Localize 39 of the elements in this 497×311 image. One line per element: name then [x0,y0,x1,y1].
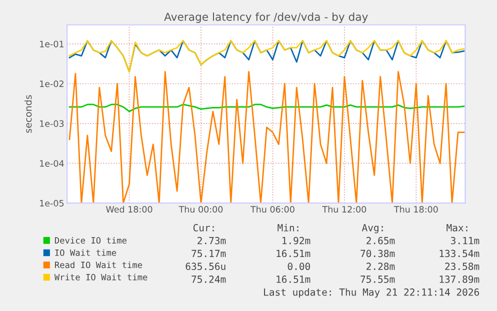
legend-label: IO Wait time [55,249,116,256]
y-axis-title: seconds [24,95,32,133]
x-tick-label: Thu 06:00 [250,206,294,213]
text: Last update: Thu May 21 22:11:14 2026 [264,288,479,298]
text: 1.92m [282,236,310,244]
text: 635.56u [186,262,226,270]
x-tick-label: Thu 00:00 [178,206,223,213]
text: 2.65m [366,236,395,244]
text: 16.51m [276,250,310,258]
text: 0.00 [288,262,310,270]
text: 3.11m [450,236,480,244]
line-series [68,104,465,112]
legend-label: Device IO time [54,236,126,244]
text: 133.54m [440,250,480,258]
legend-label: Read IO Wait time [55,261,142,268]
text: 75.55m [360,276,395,283]
text: 75.24m [192,276,226,283]
text: 16.51m [276,276,310,283]
text: Max: [446,224,468,232]
y-tick-label: 1e-01 [40,40,64,48]
legend-label: Write IO Wait time [54,274,148,280]
text: 23.58m [445,262,480,270]
text: 137.89m [440,276,480,283]
text: Min: [278,224,298,232]
x-tick-label: Thu 12:00 [322,206,366,213]
text: 2.28m [366,262,395,270]
y-tick-label: 1e-03 [40,120,64,127]
y-tick-label: 1e-05 [40,200,64,207]
text: Cur: [193,224,214,232]
text: 2.73m [198,236,226,244]
text: 70.38m [360,250,395,258]
text: Avg: [362,224,383,234]
line-series [68,40,465,72]
chart-title: Average latency for /dev/vda - by day [164,12,368,23]
y-tick-label: 1e-04 [40,160,64,167]
y-tick-label: 1e-02 [40,80,64,88]
text: 75.17m [192,250,226,258]
x-tick-label: Wed 18:00 [106,206,152,213]
x-tick-label: Thu 18:00 [394,206,438,213]
